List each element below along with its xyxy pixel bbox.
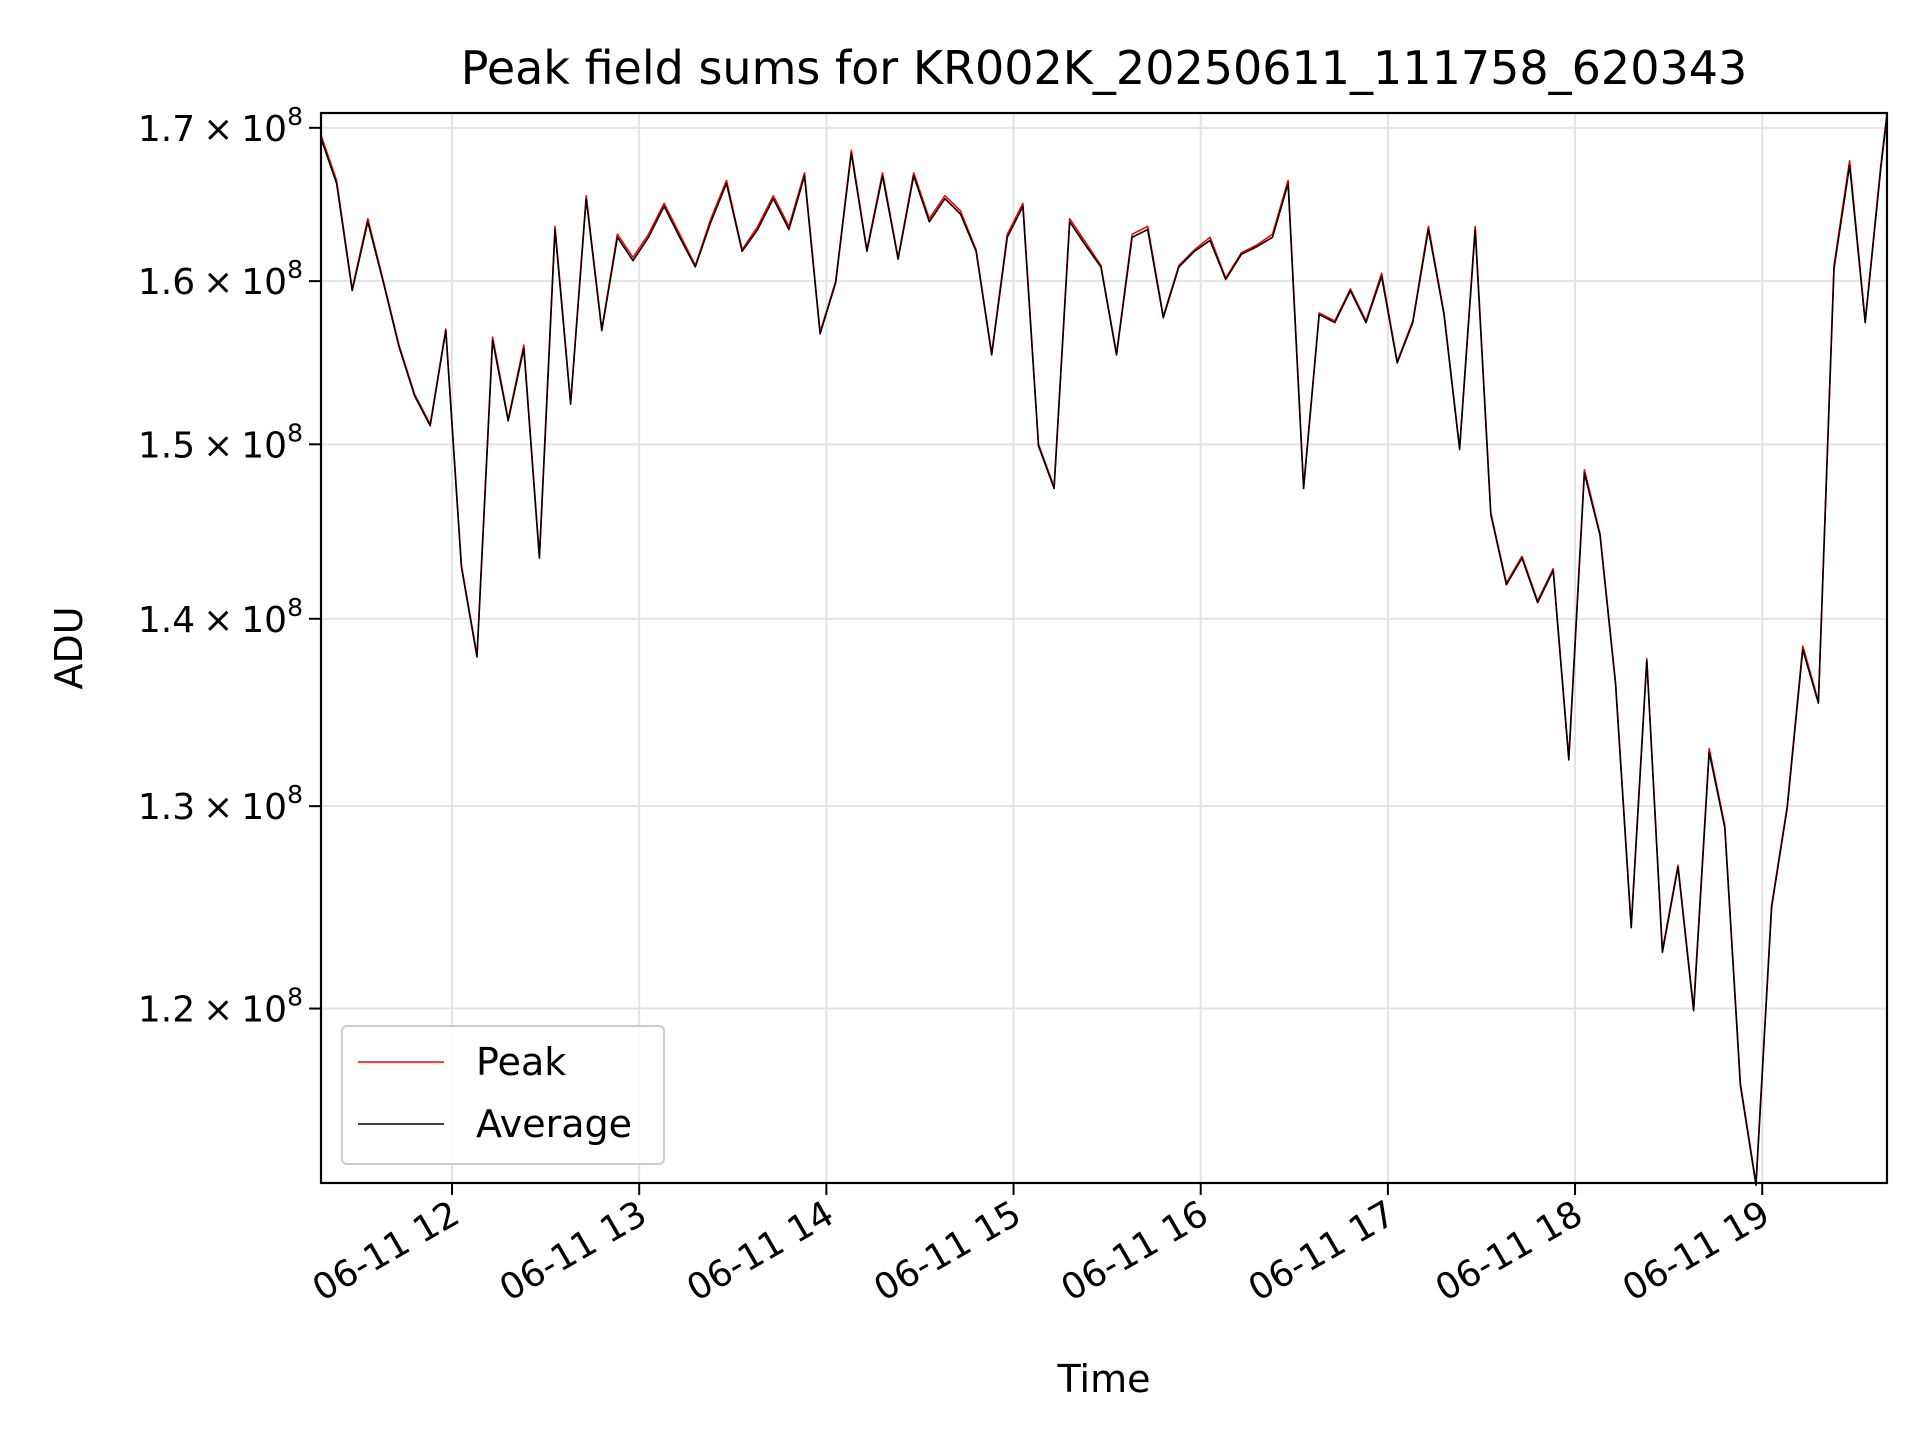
y-tick-exponent: 8 [287,983,303,1012]
y-tick-base: 10 [241,600,287,641]
series-layer [320,112,1888,1187]
y-tick-base: 10 [241,425,287,466]
legend-label-peak: Peak [476,1040,566,1084]
chart-title: Peak field sums for KR002K_20250611_1117… [461,41,1748,95]
y-tick-exponent: 8 [287,255,303,284]
y-tick-times: × [203,600,233,641]
y-tick-exponent: 8 [287,780,303,809]
y-tick-label: 1.6 × 108 [138,255,303,303]
series-line-average [320,115,1888,1187]
y-tick-mantissa: 1.2 [138,990,195,1031]
legend: Peak Average [341,1025,665,1165]
y-tick-base: 10 [241,787,287,828]
grid-lines [321,113,1887,1183]
y-tick-times: × [203,990,233,1031]
x-tick-label: 06-11 19 [1616,1193,1777,1309]
legend-label-average: Average [476,1102,632,1146]
x-tick-label: 06-11 15 [867,1193,1028,1309]
x-tick-label: 06-11 18 [1429,1193,1590,1309]
x-tick-label: 06-11 16 [1055,1193,1216,1309]
y-tick-mantissa: 1.6 [138,262,195,303]
y-tick-base: 10 [241,262,287,303]
y-tick-times: × [203,262,233,303]
y-tick-times: × [203,425,233,466]
y-tick-label: 1.4 × 108 [138,593,303,641]
x-axis: 06-11 12 06-11 13 06-11 14 06-11 15 06-11 16… [306,1183,1777,1310]
x-tick-label: 06-11 14 [680,1193,841,1309]
y-tick-label: 1.3 × 108 [138,780,303,828]
y-tick-exponent: 8 [287,102,303,131]
y-tick-mantissa: 1.3 [138,787,195,828]
y-tick-exponent: 8 [287,418,303,447]
plot-frame [319,111,1889,1185]
y-tick-mantissa: 1.4 [138,600,195,641]
y-tick-label: 1.5 × 108 [138,418,303,466]
x-tick-label: 06-11 12 [306,1193,467,1309]
y-tick-label: 1.2 × 108 [138,983,303,1031]
y-axis-label: ADU [47,606,91,689]
x-tick-label: 06-11 13 [493,1193,654,1309]
y-tick-mantissa: 1.7 [138,109,195,150]
y-tick-label: 1.7 × 108 [138,102,303,150]
y-tick-times: × [203,109,233,150]
y-tick-base: 10 [241,109,287,150]
y-tick-exponent: 8 [287,593,303,622]
y-tick-base: 10 [241,990,287,1031]
y-tick-mantissa: 1.5 [138,425,195,466]
series-line-peak [320,112,1888,1184]
x-axis-label: Time [1057,1357,1151,1401]
legend-box [341,1025,665,1165]
x-tick-label: 06-11 17 [1242,1193,1403,1309]
y-tick-times: × [203,787,233,828]
